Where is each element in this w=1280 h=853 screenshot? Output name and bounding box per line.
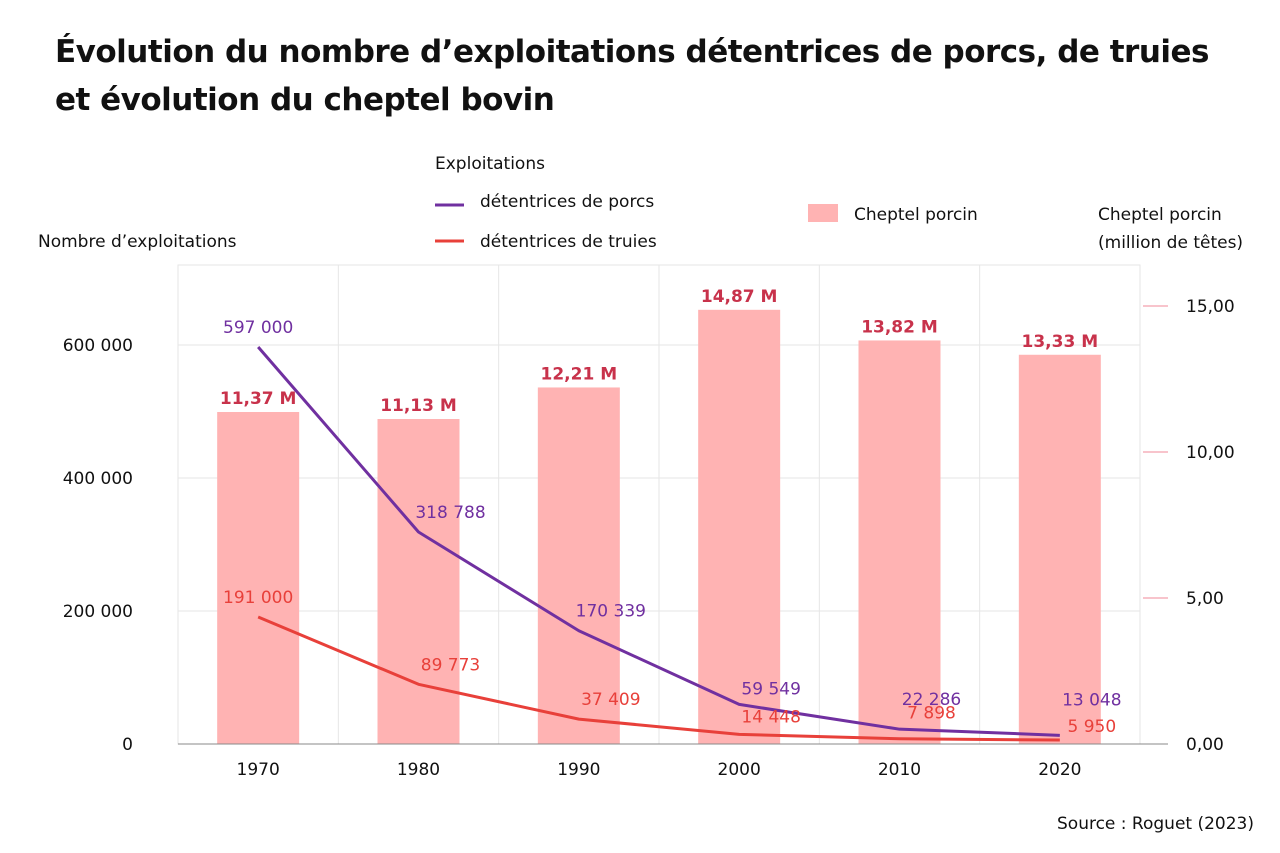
line-data-label: 89 773 [421, 655, 480, 675]
bar-data-label: 11,13 M [380, 396, 457, 416]
data-labels: 11,37 M 11,13 M 12,21 M 14,87 M 13,82 M 13,33… [220, 287, 1122, 737]
left-tick-label: 0 [122, 735, 133, 755]
bar-cheptel-1970 [217, 411, 300, 744]
legend-swatch-cheptel [808, 204, 838, 222]
x-tick-label: 1980 [397, 760, 440, 780]
left-tick-label: 200 000 [63, 602, 133, 622]
line-data-label: 597 000 [223, 318, 293, 338]
line-truies [257, 615, 1060, 742]
chart-title-line-1: Évolution du nombre d’exploitations déte… [55, 34, 1210, 70]
bar-cheptel-2020 [1018, 354, 1101, 744]
legend-group-title: Exploitations [435, 154, 545, 174]
legend-label-truies: détentrices de truies [480, 232, 657, 252]
line-data-label: 318 788 [415, 503, 485, 523]
line-data-label: 59 549 [741, 679, 800, 699]
bar-data-label: 11,37 M [220, 389, 297, 409]
line-data-label: 37 409 [581, 690, 640, 710]
line-data-label: 170 339 [576, 602, 646, 622]
chart-title-line-2: et évolution du cheptel bovin [55, 82, 555, 118]
line-data-label: 14 448 [741, 707, 800, 727]
line-data-label: 191 000 [223, 588, 293, 608]
legend-label-cheptel: Cheptel porcin [854, 205, 978, 225]
line-porcs [257, 346, 1060, 737]
bar-cheptel-1990 [537, 387, 620, 744]
left-tick-label: 400 000 [63, 469, 133, 489]
x-tick-label: 2010 [878, 760, 921, 780]
bar-data-label: 14,87 M [701, 287, 778, 307]
bar-cheptel-2000 [698, 309, 781, 744]
grid [177, 264, 1141, 745]
chart-title: Évolution du nombre d’exploitations déte… [55, 28, 1235, 124]
lines [257, 346, 1060, 742]
bars [217, 309, 1101, 744]
bar-data-label: 13,82 M [861, 317, 938, 337]
left-tick-label: 600 000 [63, 336, 133, 356]
right-tick-label: 10,00 [1186, 443, 1235, 463]
x-tick-label: 2000 [718, 760, 761, 780]
x-tick-label: 1990 [557, 760, 600, 780]
source-note: Source : Roguet (2023) [1057, 814, 1254, 834]
legend: Exploitations détentrices de porcs déten… [38, 154, 1243, 253]
right-tick-label: 5,00 [1186, 589, 1224, 609]
line-data-label: 22 286 [902, 690, 961, 710]
right-axis-label-line-1: Cheptel porcin [1098, 205, 1222, 225]
x-tick-label: 2020 [1038, 760, 1081, 780]
legend-label-porcs: détentrices de porcs [480, 192, 654, 212]
bar-data-label: 13,33 M [1022, 332, 1099, 352]
right-axis-label-line-2: (million de têtes) [1098, 233, 1243, 253]
right-tick-label: 15,00 [1186, 297, 1235, 317]
axes: 0 200 000 400 000 600 000 0,00 5,00 10,00 15,00… [63, 297, 1235, 780]
bar-data-label: 12,21 M [541, 364, 618, 384]
right-tick-label: 0,00 [1186, 735, 1224, 755]
bar-cheptel-2010 [858, 340, 941, 744]
line-data-label: 7 898 [907, 704, 956, 724]
line-data-label: 13 048 [1062, 690, 1121, 710]
left-axis-label: Nombre d’exploitations [38, 232, 237, 252]
line-data-label: 5 950 [1067, 717, 1116, 737]
bar-cheptel-1980 [377, 419, 460, 744]
x-tick-label: 1970 [237, 760, 280, 780]
